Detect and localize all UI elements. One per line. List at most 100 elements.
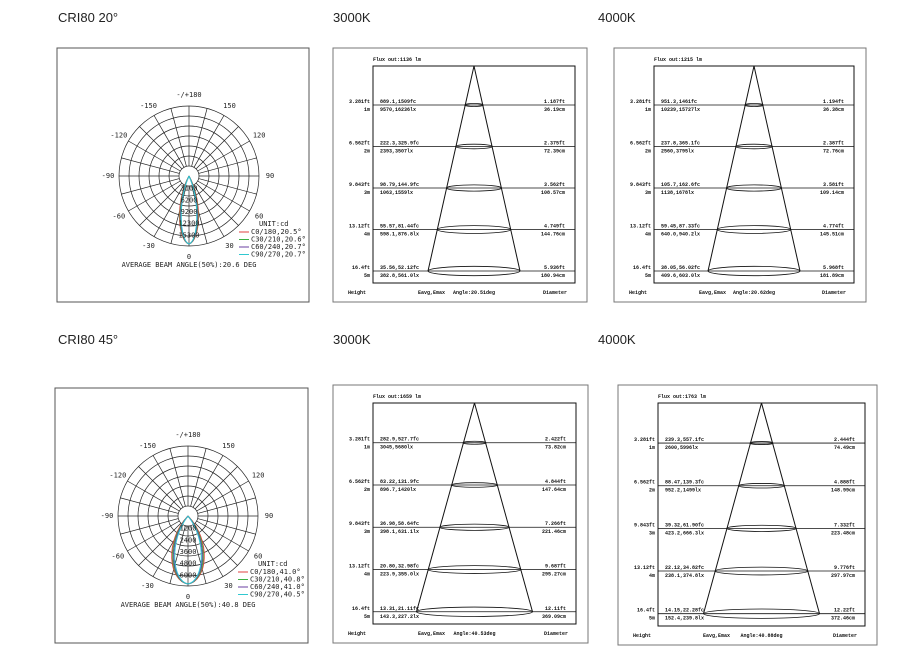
heading: 3000K — [333, 10, 371, 25]
cone-edge — [761, 402, 820, 614]
grid-spoke — [170, 185, 187, 244]
footer-label: Diameter — [544, 631, 568, 637]
height-ft: 3.281ft — [349, 99, 370, 105]
unit-label: UNIT:cd — [258, 560, 288, 568]
height-ft: 6.562ft — [634, 480, 655, 486]
flux-label: Flux out:1136 lm — [373, 57, 421, 63]
illuminance-lx: 10239,15727lx — [661, 107, 700, 113]
illuminance-fc: 282.9,527.7fc — [380, 437, 419, 443]
legend-label: C30/210,20.6° — [251, 236, 306, 244]
diameter-ft: 12.11ft — [545, 606, 566, 612]
height-m: 3m — [364, 529, 370, 535]
grid-spoke — [194, 522, 238, 566]
angle-label: 90 — [265, 512, 273, 520]
illuminance-fc: 59.45,87.33fc — [661, 224, 700, 230]
illuminance-lx: 3045,5680lx — [380, 445, 413, 451]
radial-label: 3600 — [180, 548, 197, 556]
diameter-ft: 7.266ft — [545, 521, 566, 527]
diameter-ft: 2.422ft — [545, 437, 566, 443]
diameter-cm: 148.99cm — [831, 488, 855, 494]
diameter-ft: 2.387ft — [823, 141, 844, 147]
illuminance-fc: 222.3,325.9fc — [380, 141, 419, 147]
footer-label: Height — [633, 633, 651, 639]
illuminance-lx: 152.4,239.8lx — [665, 616, 704, 622]
diameter-ft: 3.581ft — [823, 182, 844, 188]
grid-spoke — [152, 455, 184, 508]
beam-lobe — [174, 515, 202, 585]
illuminance-lx: 1138,1678lx — [661, 190, 694, 196]
grid-spoke — [191, 108, 208, 167]
angle-label: 150 — [222, 442, 235, 450]
illuminance-fc: 239.3,557.1fc — [665, 437, 704, 443]
grid-spoke — [196, 480, 249, 512]
radial-label: 6000 — [180, 571, 197, 579]
footer-label: Angle:40.88deg — [740, 633, 782, 639]
height-m: 2m — [364, 487, 370, 493]
illuminance-fc: 98.79,144.9fc — [380, 182, 419, 188]
beam-ellipse — [726, 524, 797, 532]
grid-spoke — [197, 518, 256, 535]
grid-spoke — [121, 178, 180, 195]
height-ft: 9.843ft — [349, 182, 370, 188]
diameter-ft: 4.844ft — [545, 479, 566, 485]
illuminance-lx: 2600,5996lx — [665, 445, 698, 451]
grid-spoke — [193, 115, 225, 168]
diameter-ft: 4.749ft — [544, 224, 565, 230]
illuminance-fc: 20.80,32.98fc — [380, 564, 419, 570]
cone-edge — [703, 402, 762, 614]
angle-label: -30 — [141, 582, 154, 590]
angle-label: 120 — [252, 472, 265, 480]
heading: 4000K — [598, 332, 636, 347]
illuminance-lx: 143.3,227.2lx — [380, 614, 419, 620]
illuminance-lx: 896.7,1420lx — [380, 487, 416, 493]
angle-label: -/+180 — [176, 91, 201, 99]
angle-label: -120 — [110, 132, 127, 140]
average-beam-angle: AVERAGE BEAM ANGLE(50%):20.6 DEG — [122, 261, 257, 269]
diameter-cm: 108.57cm — [541, 190, 565, 196]
angle-label: 30 — [225, 242, 233, 250]
illuminance-lx: 952.2,1499lx — [665, 488, 701, 494]
diameter-cm: 73.82cm — [545, 445, 566, 451]
footer-label: Angle:20.51deg — [453, 290, 495, 296]
panel-frame — [332, 384, 589, 644]
illuminance-lx: 598.1,876.8lx — [380, 232, 419, 238]
diameter-cm: 297.97cm — [831, 573, 855, 579]
angle-label: 0 — [187, 253, 191, 261]
diameter-ft: 2.375ft — [544, 141, 565, 147]
diameter-cm: 72.76cm — [823, 149, 844, 155]
illuminance-fc: 22.12,34.82fc — [665, 565, 704, 571]
height-ft: 16.4ft — [352, 606, 370, 612]
panel-frame — [54, 387, 309, 644]
illuminance-lx: 238.1,374.8lx — [665, 573, 704, 579]
footer-label: Angle:20.62deg — [733, 290, 775, 296]
height-ft: 3.281ft — [349, 437, 370, 443]
legend-label: C60/240,20.7° — [251, 243, 306, 251]
illuminance-fc: 14.15,22.28fc — [665, 608, 704, 614]
grid-spoke — [198, 157, 257, 174]
radial-label: 6200 — [181, 196, 198, 204]
illuminance-lx: 9570,16236lx — [380, 107, 416, 113]
grid-spoke — [120, 497, 179, 514]
grid-spoke — [198, 178, 257, 195]
height-m: 4m — [649, 573, 655, 579]
grid-spoke — [169, 525, 186, 584]
grid-spoke — [138, 466, 182, 510]
height-m: 1m — [649, 445, 655, 451]
heading: 4000K — [598, 10, 636, 25]
footer-label: Eavg,Emax — [418, 290, 445, 296]
height-ft: 6.562ft — [349, 141, 370, 147]
grid-spoke — [192, 455, 224, 508]
height-ft: 9.843ft — [349, 521, 370, 527]
radial-label: 3100 — [181, 185, 198, 193]
angle-label: -60 — [113, 213, 126, 221]
grid-spoke — [138, 522, 182, 566]
diameter-ft: 4.888ft — [834, 480, 855, 486]
grid-spoke — [121, 157, 180, 174]
footer-label: Eavg,Emax — [699, 290, 726, 296]
height-ft: 16.4ft — [352, 265, 370, 271]
diameter-cm: 181.89cm — [820, 273, 844, 279]
diameter-cm: 295.27cm — [542, 572, 566, 578]
unit-label: UNIT:cd — [259, 220, 289, 228]
cone-edge — [707, 65, 755, 272]
height-m: 2m — [645, 149, 651, 155]
